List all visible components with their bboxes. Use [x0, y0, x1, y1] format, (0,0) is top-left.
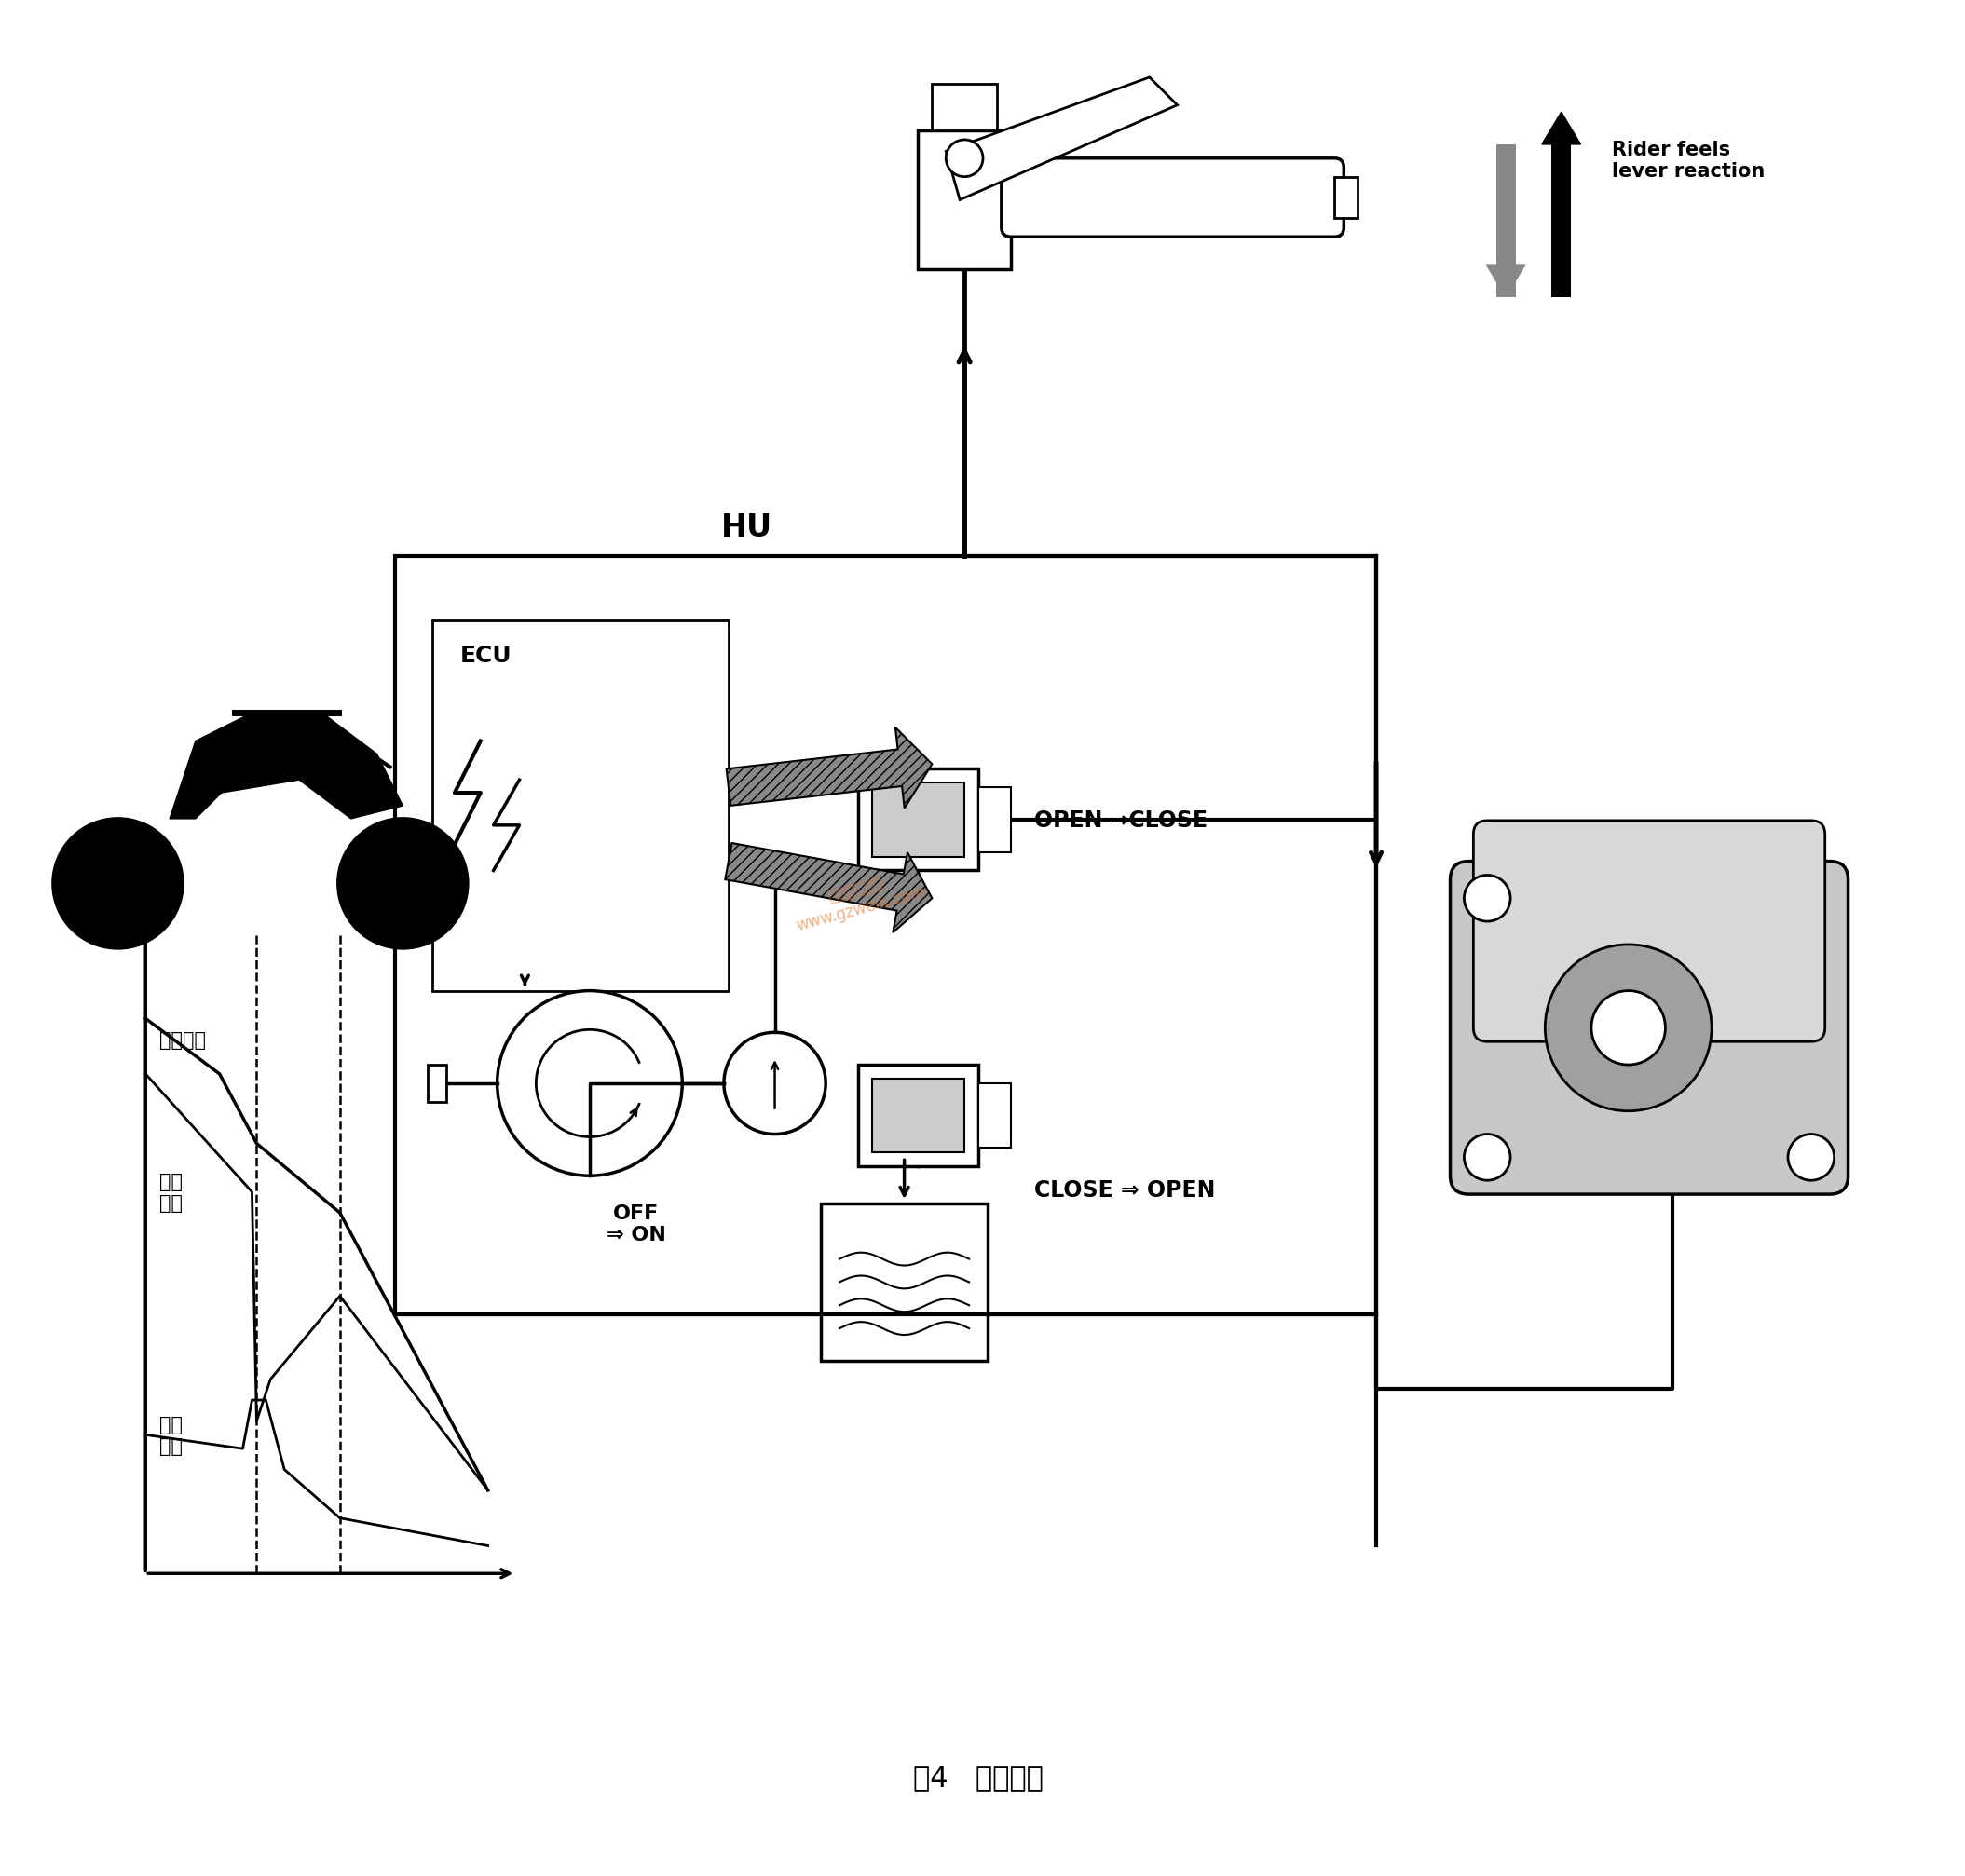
Bar: [859, 1066, 979, 1167]
Text: OFF
⇒ ON: OFF ⇒ ON: [607, 1204, 666, 1244]
Polygon shape: [725, 844, 931, 932]
Circle shape: [1464, 876, 1511, 921]
Polygon shape: [1543, 113, 1580, 144]
Text: 车轮
速度: 车轮 速度: [159, 1172, 183, 1212]
Bar: [1495, 144, 1515, 298]
Polygon shape: [945, 79, 1177, 201]
Bar: [395, 557, 1376, 1315]
Bar: [872, 1079, 965, 1154]
Bar: [859, 769, 979, 870]
Bar: [979, 1084, 1010, 1148]
Bar: [1552, 144, 1570, 298]
Polygon shape: [169, 715, 403, 820]
Bar: [821, 1204, 988, 1360]
Text: CLOSE ⇒ OPEN: CLOSE ⇒ OPEN: [1034, 1178, 1214, 1201]
Text: ECU: ECU: [460, 645, 513, 666]
Circle shape: [497, 991, 682, 1176]
Circle shape: [1544, 946, 1712, 1111]
Circle shape: [1464, 1135, 1511, 1180]
Polygon shape: [727, 728, 931, 809]
FancyBboxPatch shape: [1002, 159, 1344, 238]
Bar: [931, 84, 996, 131]
Polygon shape: [1486, 265, 1525, 298]
Circle shape: [1788, 1135, 1833, 1180]
Text: 图4   减压过程: 图4 减压过程: [914, 1763, 1043, 1790]
Bar: [432, 621, 729, 991]
Circle shape: [1592, 991, 1666, 1066]
Circle shape: [945, 141, 982, 178]
Text: OPEN ⇒CLOSE: OPEN ⇒CLOSE: [1034, 809, 1207, 831]
Circle shape: [53, 820, 183, 949]
Circle shape: [338, 820, 468, 949]
Bar: [872, 782, 965, 857]
Text: 车体速度: 车体速度: [159, 1030, 206, 1049]
Text: 卡鉄
压力: 卡鉄 压力: [159, 1415, 183, 1456]
Text: 精通维修日志
www.gzweix.com: 精通维修日志 www.gzweix.com: [790, 865, 927, 934]
Bar: [918, 131, 1010, 270]
FancyBboxPatch shape: [1474, 822, 1825, 1041]
FancyBboxPatch shape: [1450, 861, 1849, 1195]
Circle shape: [723, 1034, 825, 1135]
Text: HU: HU: [721, 512, 772, 542]
Bar: [979, 788, 1010, 852]
Bar: [1334, 178, 1358, 219]
Bar: [428, 1066, 446, 1101]
Text: Rider feels
lever reaction: Rider feels lever reaction: [1611, 141, 1765, 180]
